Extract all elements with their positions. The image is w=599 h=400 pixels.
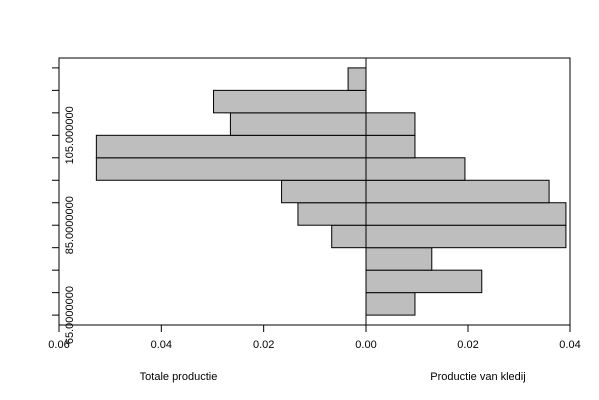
bar	[365, 247, 433, 271]
x-tick-label: 0.00	[355, 339, 376, 351]
bar	[297, 202, 367, 226]
bar	[365, 292, 416, 316]
bar	[281, 179, 367, 204]
bar	[365, 157, 466, 181]
x-tick-label: 0.06	[48, 339, 69, 351]
y-tick-label: 105.000000	[64, 106, 76, 164]
x-tick-label: 0.04	[559, 339, 580, 351]
bar	[365, 112, 416, 136]
bar	[365, 224, 567, 249]
bar	[213, 89, 367, 114]
bar	[365, 202, 567, 226]
bar	[365, 179, 550, 204]
y-tick-label: 65.0000000	[64, 286, 76, 344]
bar	[365, 134, 416, 159]
y-tick-label: 85.0000000	[64, 196, 76, 254]
bar	[229, 112, 367, 136]
bar	[365, 269, 483, 294]
x-axis-label: Totale productie	[140, 371, 218, 383]
x-axis-label: Productie van kledij	[430, 371, 525, 383]
x-tick-label: 0.04	[151, 339, 172, 351]
bar	[95, 134, 367, 159]
bar	[331, 224, 367, 249]
x-tick-label: 0.02	[253, 339, 274, 351]
x-tick-label: 0.02	[457, 339, 478, 351]
bar	[95, 157, 367, 181]
bar	[347, 67, 367, 91]
